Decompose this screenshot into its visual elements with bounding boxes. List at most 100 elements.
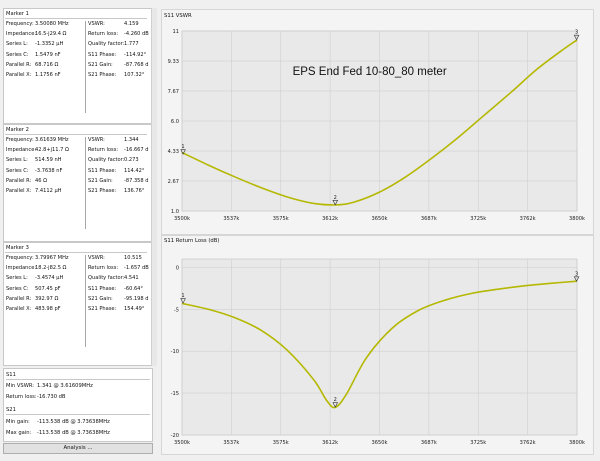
s11-trace <box>181 39 578 206</box>
marker-2-title: Marker 2 <box>6 127 29 133</box>
marker-3-right-label: VSWR: <box>88 255 105 261</box>
marker-3-column-divider <box>85 255 86 347</box>
marker-list-scrollbar[interactable] <box>151 8 157 366</box>
marker-number: 3 <box>575 30 578 36</box>
marker-2-right-value: 1.344 <box>124 137 139 143</box>
marker-1-title: Marker 1 <box>6 11 29 17</box>
marker-1-divider <box>5 18 147 19</box>
marker-2-right-label: S11 Phase: <box>88 167 117 174</box>
marker-2-left-label: Series C: <box>6 167 29 174</box>
return-loss-chart: 3500k 3537k 3575k 3612k 3650k 3687k 3725k 3762k… <box>171 258 585 446</box>
marker-triangle <box>573 34 580 41</box>
marker-3-left-value: 507.45 pF <box>35 285 61 292</box>
x-tick-label: 3500k <box>174 216 190 222</box>
marker-1-right-value: -87.768 d <box>124 61 149 68</box>
y-tick-label: -20 <box>171 433 179 439</box>
y-tick-label: 7.67 <box>168 89 179 95</box>
marker-3-right-value: -1.657 dB <box>124 265 149 272</box>
max-gain-label: Max gain: <box>6 430 32 436</box>
marker-1-right-label: S21 Phase: <box>88 72 117 78</box>
marker-triangle <box>332 402 339 408</box>
min-gain-label: Min gain: <box>6 419 30 425</box>
analysis-button[interactable]: Analysis ... <box>3 443 153 454</box>
marker-1-right-value: -114.92° <box>124 51 147 58</box>
marker-number: 1 <box>181 293 184 299</box>
marker-3-divider <box>5 252 147 253</box>
marker-3-flag[interactable]: 3 <box>573 30 580 41</box>
y-tick-label: 2.67 <box>168 179 179 185</box>
y-tick-label: 6.0 <box>171 119 179 125</box>
y-tick-label: 0 <box>176 265 179 271</box>
marker-2-right-label: S21 Phase: <box>88 188 117 194</box>
x-tick-label: 3650k <box>372 216 388 222</box>
marker-3-left-label: Parallel X: <box>6 306 32 312</box>
marker-2-panel <box>3 124 153 242</box>
marker-3-right-value: -60.64° <box>124 285 143 292</box>
marker-3-left-label: Series L: <box>6 275 28 282</box>
y-tick-label: 9.33 <box>168 59 179 65</box>
marker-3-left-value: 3.79967 MHz <box>35 255 69 261</box>
return-loss-label: Return loss: <box>6 394 37 400</box>
marker-2-left-label: Impedance: <box>6 147 37 154</box>
marker-3-right-label: Return loss: <box>88 265 119 272</box>
marker-1-right-label: S21 Gain: <box>88 61 113 68</box>
marker-1-panel <box>3 8 153 124</box>
marker-number: 1 <box>181 144 184 150</box>
marker-2-left-value: 7.4112 µH <box>35 188 62 194</box>
vswr-chart: 3500k 3537k 3575k 3612k 3650k 3687k 3725k 3762k… <box>168 29 585 222</box>
marker-1-left-label: Series L: <box>6 41 28 48</box>
marker-3-left-value: 18.2-j82.5 Ω <box>35 265 67 272</box>
marker-3-right-value: 10.515 <box>124 255 142 261</box>
marker-1-right-value: -4.260 dB <box>124 31 149 38</box>
x-tick-label: 3537k <box>223 216 239 222</box>
x-tick-label: 3575k <box>273 216 289 222</box>
marker-3-right-label: S11 Phase: <box>88 285 117 292</box>
marker-3-flag[interactable]: 3 <box>573 271 580 282</box>
marker-1-flag[interactable]: 1 <box>180 144 186 155</box>
max-gain-value: -113.538 dB @ 3.73638MHz <box>37 430 110 436</box>
x-tick-label: 3650k <box>372 440 388 446</box>
x-tick-label: 3725k <box>470 216 486 222</box>
x-tick-label: 3612k <box>322 440 338 446</box>
x-tick-label: 3725k <box>470 440 486 446</box>
return-loss-value: -16.730 dB <box>37 394 66 400</box>
marker-3-left-label: Frequency: <box>6 255 34 261</box>
s11-summary-title: S11 <box>6 372 16 378</box>
marker-3-left-value: 483.98 pF <box>35 306 61 312</box>
marker-1-left-value: 16.5-j29.4 Ω <box>35 31 67 38</box>
marker-3-left-label: Series C: <box>6 285 29 292</box>
marker-1-flag[interactable]: 1 <box>180 293 186 304</box>
marker-2-left-value: -3.7638 nF <box>35 167 63 174</box>
marker-number: 2 <box>334 195 337 201</box>
marker-3-right-value: 154.49° <box>124 306 145 312</box>
marker-1-left-label: Parallel R: <box>6 61 32 68</box>
marker-1-left-label: Series C: <box>6 51 29 58</box>
min-vswr-value: 1.341 @ 3.61609MHz <box>37 383 93 389</box>
marker-3-right-value: 4.541 <box>124 275 139 282</box>
marker-1-column-divider <box>85 21 86 113</box>
x-tick-label: 3537k <box>223 440 239 446</box>
x-tick-label: 3762k <box>520 216 536 222</box>
marker-2-right-label: Quality factor: <box>88 157 125 164</box>
summary-panel <box>3 368 153 442</box>
min-vswr-label: Min VSWR: <box>6 383 35 389</box>
s21-summary-title: S21 <box>6 407 16 413</box>
marker-2-left-value: 3.61639 MHz <box>35 137 69 143</box>
y-tick-label: -10 <box>171 349 179 355</box>
marker-2-left-label: Parallel X: <box>6 188 32 194</box>
marker-2-right-label: S21 Gain: <box>88 177 113 184</box>
marker-2-flag[interactable]: 2 <box>332 195 339 206</box>
marker-2-left-label: Series L: <box>6 157 28 164</box>
marker-2-right-value: 114.42° <box>124 167 145 174</box>
marker-1-right-label: Return loss: <box>88 31 119 38</box>
marker-2-left-value: 42.8+j11.7 Ω <box>35 147 69 154</box>
y-tick-label: -15 <box>171 391 179 397</box>
s11-trace <box>181 280 578 409</box>
marker-2-flag[interactable]: 2 <box>332 397 339 408</box>
marker-1-left-value: 1.1756 nF <box>35 72 61 78</box>
x-tick-label: 3762k <box>520 440 536 446</box>
y-tick-label: 11 <box>173 29 179 35</box>
x-tick-label: 3612k <box>322 216 338 222</box>
marker-3-left-value: -3.4574 µH <box>35 275 64 282</box>
marker-number: 2 <box>334 397 337 403</box>
